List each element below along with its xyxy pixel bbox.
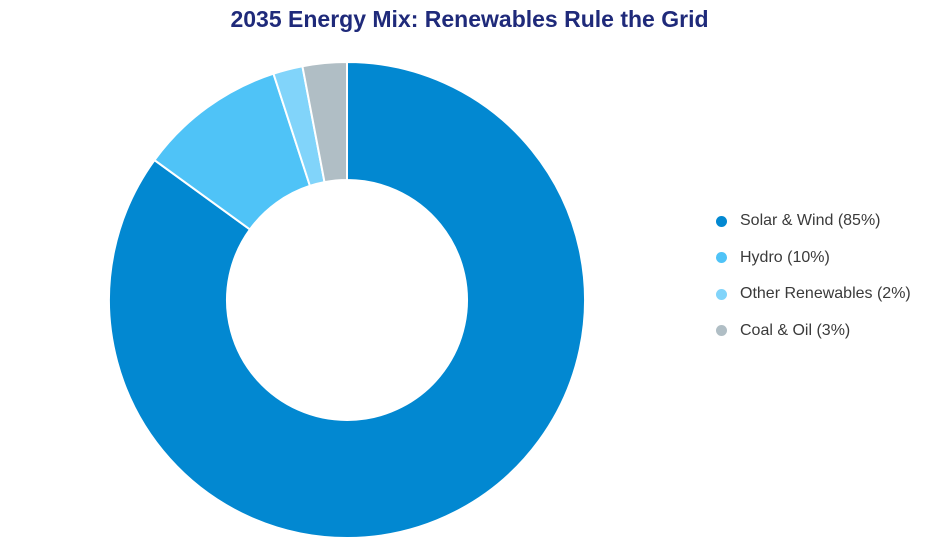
donut-slice-solar-wind [108, 60, 586, 539]
legend-swatch [716, 325, 727, 337]
legend-swatch [716, 215, 727, 227]
donut-slice-coal-oil [301, 60, 348, 184]
legend-item: Solar & Wind (85%) [716, 203, 936, 240]
legend-swatch [716, 252, 727, 264]
legend-item: Coal & Oil (3%) [716, 313, 936, 350]
chart-legend: Solar & Wind (85%) Hydro (10%) Other Renew… [716, 203, 936, 349]
chart-title: 2035 Energy Mix: Renewables Rule the Gri… [230, 6, 709, 32]
legend-item: Other Renewables (2%) [716, 276, 936, 313]
legend-label: Coal & Oil (3%) [740, 321, 851, 339]
legend-item: Hydro (10%) [716, 240, 936, 277]
legend-swatch [716, 288, 727, 300]
legend-label: Hydro (10%) [740, 248, 830, 266]
legend-label: Solar & Wind (85%) [740, 212, 881, 230]
legend-label: Other Renewables (2%) [740, 285, 911, 303]
